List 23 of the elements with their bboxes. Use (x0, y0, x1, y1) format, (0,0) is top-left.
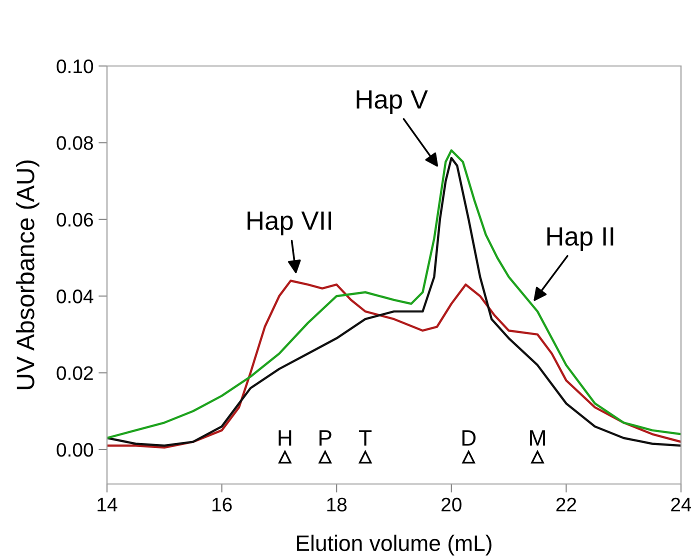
annotation: D (462, 430, 476, 446)
y-tick-label: 0.08 (56, 136, 93, 150)
annotation: M (530, 430, 545, 446)
x-tick-label: 20 (442, 498, 462, 512)
line-series (107, 280, 681, 449)
y-tick-label: 0.10 (56, 59, 94, 74)
annotation: Hap II (547, 227, 614, 251)
y-tick-label: 0.06 (56, 212, 93, 227)
annotation: H (278, 430, 292, 446)
x-axis-title: Elution volume (mL) (297, 534, 492, 556)
x-tick-label: 18 (327, 498, 347, 512)
annotation: Hap VII (248, 212, 332, 236)
y-tick-label: 0.00 (56, 442, 94, 457)
y-axis-title: UV Absorbance (AU) (16, 160, 40, 390)
y-tick-label: 0.02 (56, 366, 93, 380)
x-tick-label: 14 (98, 498, 118, 512)
x-tick-label: 22 (556, 498, 576, 512)
x-tick-label: 16 (212, 498, 232, 512)
annotation: P (320, 430, 332, 446)
y-tick-label: 0.04 (56, 290, 94, 304)
annotation: T (359, 430, 372, 446)
annotation: Hap V (356, 90, 428, 114)
x-tick-label: 24 (671, 498, 691, 512)
